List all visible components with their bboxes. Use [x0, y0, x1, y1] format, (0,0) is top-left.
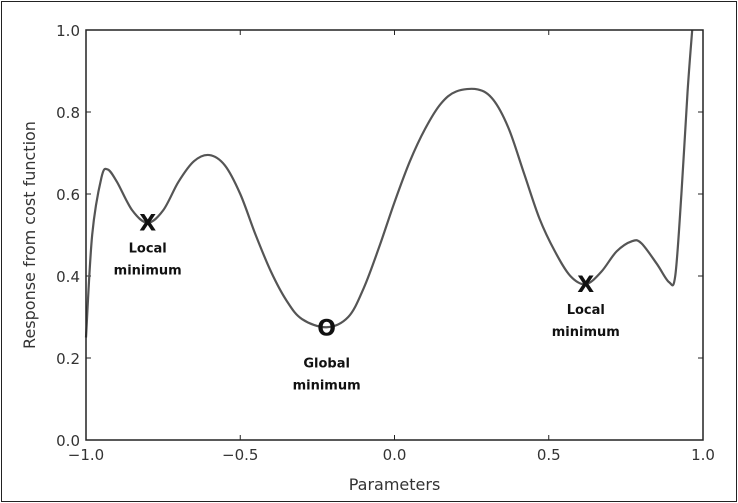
y-tick-label: 0.0 [56, 432, 80, 450]
x-tick-label: 0.5 [537, 446, 561, 464]
annotation-label-line1: Local [129, 242, 167, 257]
x-tick-label: −1.0 [68, 446, 104, 464]
annotation-label-line1: Local [567, 303, 605, 318]
global-minimum-marker: O [317, 316, 336, 341]
x-tick-label: 1.0 [691, 446, 715, 464]
local-minimum-marker: X [577, 273, 594, 298]
cost-function-line [84, 29, 694, 338]
local-minimum-marker: X [139, 212, 156, 237]
annotation-label-line1: Global [303, 356, 350, 371]
x-tick-label: −0.5 [222, 446, 258, 464]
y-tick-label: 0.6 [56, 186, 80, 204]
annotation-label-line2: minimum [114, 264, 182, 279]
y-tick-label: 0.2 [56, 350, 80, 368]
x-axis-label: Parameters [349, 475, 441, 494]
y-tick-label: 1.0 [56, 22, 80, 40]
y-tick-label: 0.4 [56, 268, 80, 286]
y-axis-label: Response from cost function [20, 121, 39, 349]
annotation-label-line2: minimum [293, 378, 361, 393]
annotation-label-line2: minimum [552, 325, 620, 340]
plot-area [85, 29, 704, 441]
y-tick-label: 0.8 [56, 104, 80, 122]
x-tick-label: 0.0 [383, 446, 407, 464]
